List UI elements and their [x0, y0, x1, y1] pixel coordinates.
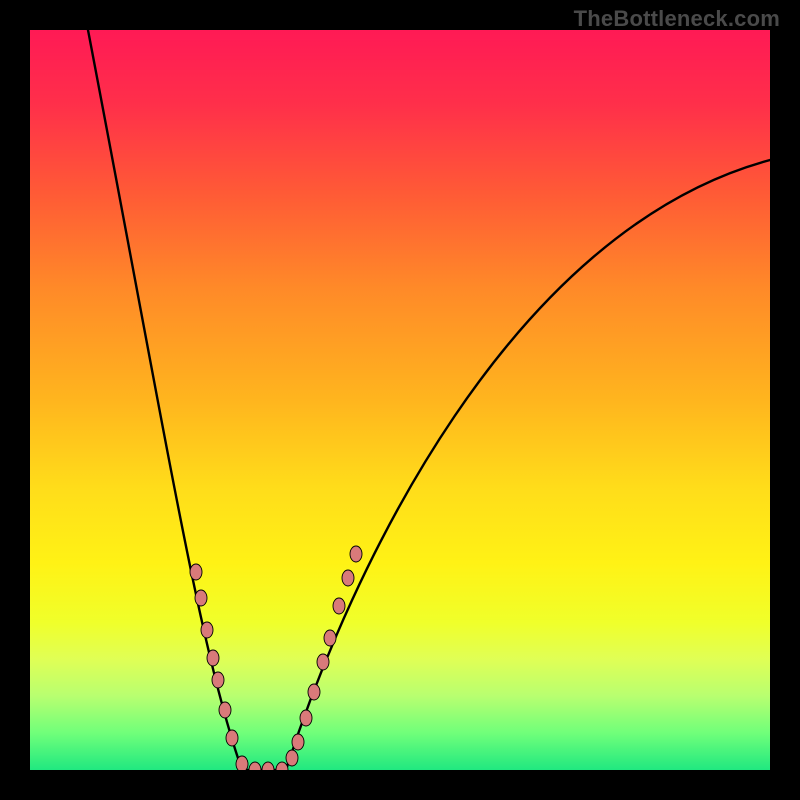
curve-right — [286, 160, 770, 770]
data-marker — [190, 564, 202, 580]
data-marker — [324, 630, 336, 646]
data-marker — [317, 654, 329, 670]
data-marker — [292, 734, 304, 750]
data-marker — [249, 762, 261, 770]
data-marker — [286, 750, 298, 766]
chart-area — [30, 30, 770, 770]
watermark-text: TheBottleneck.com — [574, 6, 780, 32]
data-marker — [207, 650, 219, 666]
data-marker — [333, 598, 345, 614]
data-marker — [219, 702, 231, 718]
data-marker — [236, 756, 248, 770]
data-marker — [226, 730, 238, 746]
data-marker — [276, 762, 288, 770]
data-marker — [342, 570, 354, 586]
data-marker — [201, 622, 213, 638]
data-marker — [308, 684, 320, 700]
data-marker — [212, 672, 224, 688]
data-marker — [300, 710, 312, 726]
marker-group — [190, 546, 362, 770]
data-marker — [350, 546, 362, 562]
data-marker — [195, 590, 207, 606]
curve-layer — [30, 30, 770, 770]
data-marker — [262, 762, 274, 770]
